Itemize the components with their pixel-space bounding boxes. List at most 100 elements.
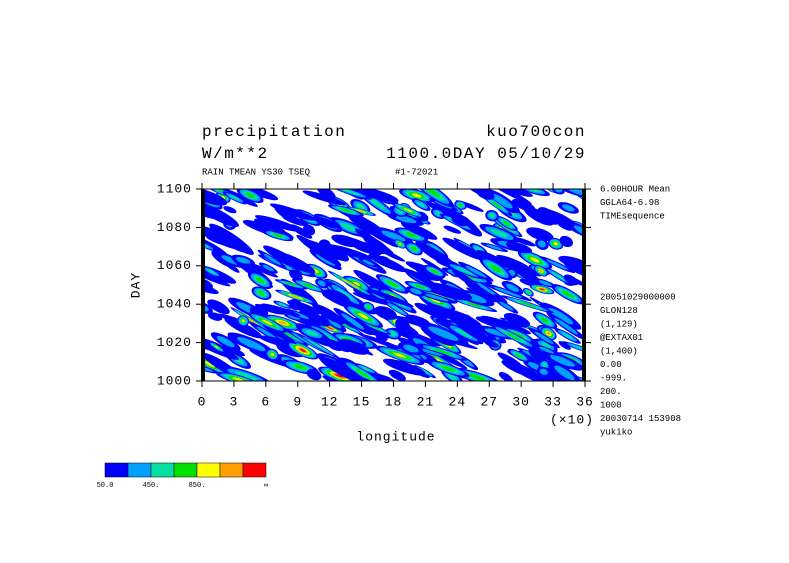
- info-text: 6.00HOUR Mean: [600, 184, 670, 194]
- shading: [305, 330, 319, 337]
- shading: [526, 290, 531, 294]
- shading: [299, 348, 306, 353]
- shading: [534, 331, 554, 345]
- shading: [288, 269, 303, 281]
- shading: [293, 364, 307, 370]
- shading: [327, 327, 334, 330]
- info-text: GLON128: [600, 306, 638, 316]
- shading: [554, 365, 575, 381]
- shading: [539, 269, 543, 273]
- shading: [559, 235, 574, 248]
- shading: [290, 295, 301, 299]
- shading: [302, 190, 346, 206]
- shading: [505, 241, 533, 254]
- shading: [386, 280, 398, 288]
- info-text: -999.: [600, 373, 627, 383]
- shading: [530, 257, 540, 263]
- shading: [466, 302, 483, 308]
- colorbar-swatch: [127, 462, 152, 478]
- x-tick-label: 24: [449, 394, 467, 409]
- x-tick-label: 9: [293, 394, 302, 409]
- shading: [528, 348, 547, 361]
- shading: [414, 302, 448, 320]
- shading: [506, 283, 520, 292]
- shading: [395, 318, 410, 332]
- shading: [484, 328, 510, 337]
- shading: [216, 336, 235, 348]
- shading: [540, 317, 550, 324]
- shading: [360, 366, 372, 372]
- shading: [410, 288, 422, 295]
- shading: [341, 313, 365, 330]
- shading: [308, 340, 328, 352]
- shading: [270, 352, 275, 356]
- shading: [254, 304, 285, 315]
- shading: [335, 373, 344, 378]
- shading: [539, 368, 548, 375]
- colorbar-swatch: [219, 462, 244, 478]
- shading: [375, 334, 388, 342]
- shading: [502, 220, 511, 226]
- x-tick-label: 15: [353, 394, 371, 409]
- shading: [403, 268, 438, 287]
- shading: [403, 344, 419, 353]
- shading: [285, 282, 297, 287]
- shading: [451, 214, 471, 227]
- shading: [493, 286, 523, 298]
- shading: [247, 317, 258, 325]
- y-tick-label: 1040: [157, 297, 192, 312]
- time-label: 1100.0DAY 05/10/29: [386, 145, 586, 163]
- units: W/m**2: [202, 145, 269, 163]
- shading: [290, 224, 313, 239]
- info-text: 0.00: [600, 360, 622, 370]
- shading: [546, 331, 551, 336]
- shading: [357, 210, 365, 213]
- shading: [312, 303, 345, 325]
- shading: [262, 264, 274, 272]
- shading: [254, 218, 287, 235]
- shading: [306, 368, 322, 381]
- shading: [256, 277, 265, 284]
- x-tick-label: 21: [417, 394, 435, 409]
- left-edge: [201, 189, 205, 381]
- shading: [389, 331, 397, 337]
- shading: [232, 377, 245, 381]
- shading: [337, 339, 370, 355]
- shading: [235, 256, 251, 264]
- shading: [394, 215, 417, 224]
- x-tick-label: 30: [512, 394, 530, 409]
- colorbar-label: 850.: [189, 482, 206, 490]
- shading: [410, 246, 417, 251]
- info-text: (1,400): [600, 346, 638, 356]
- shading: [359, 223, 399, 248]
- shading: [317, 280, 326, 287]
- chart-title: precipitation: [202, 123, 346, 141]
- shading: [465, 265, 487, 278]
- shading: [558, 341, 571, 350]
- shading: [205, 234, 238, 248]
- shading: [548, 307, 574, 325]
- colorbar-label: ∞: [264, 482, 268, 490]
- shading: [496, 254, 531, 270]
- run-id: #1-72021: [395, 167, 438, 177]
- shading: [398, 242, 402, 246]
- shading: [415, 265, 444, 282]
- shading: [355, 368, 370, 379]
- info-text: GGLA64-6.98: [600, 198, 659, 208]
- x-axis-label: longitude: [356, 429, 435, 444]
- colorbar-swatch: [196, 462, 221, 478]
- shading: [405, 232, 418, 238]
- shading: [374, 306, 397, 320]
- shading: [489, 213, 495, 219]
- shading: [428, 326, 459, 341]
- shading: [476, 249, 514, 270]
- shading: [325, 339, 343, 351]
- shading: [303, 283, 315, 289]
- y-tick-label: 1100: [157, 181, 192, 196]
- shading: [350, 217, 367, 228]
- shading: [512, 332, 524, 339]
- shading: [539, 288, 545, 291]
- info-text: TIMEsequence: [600, 211, 665, 221]
- shading: [341, 189, 360, 196]
- shading: [554, 189, 563, 193]
